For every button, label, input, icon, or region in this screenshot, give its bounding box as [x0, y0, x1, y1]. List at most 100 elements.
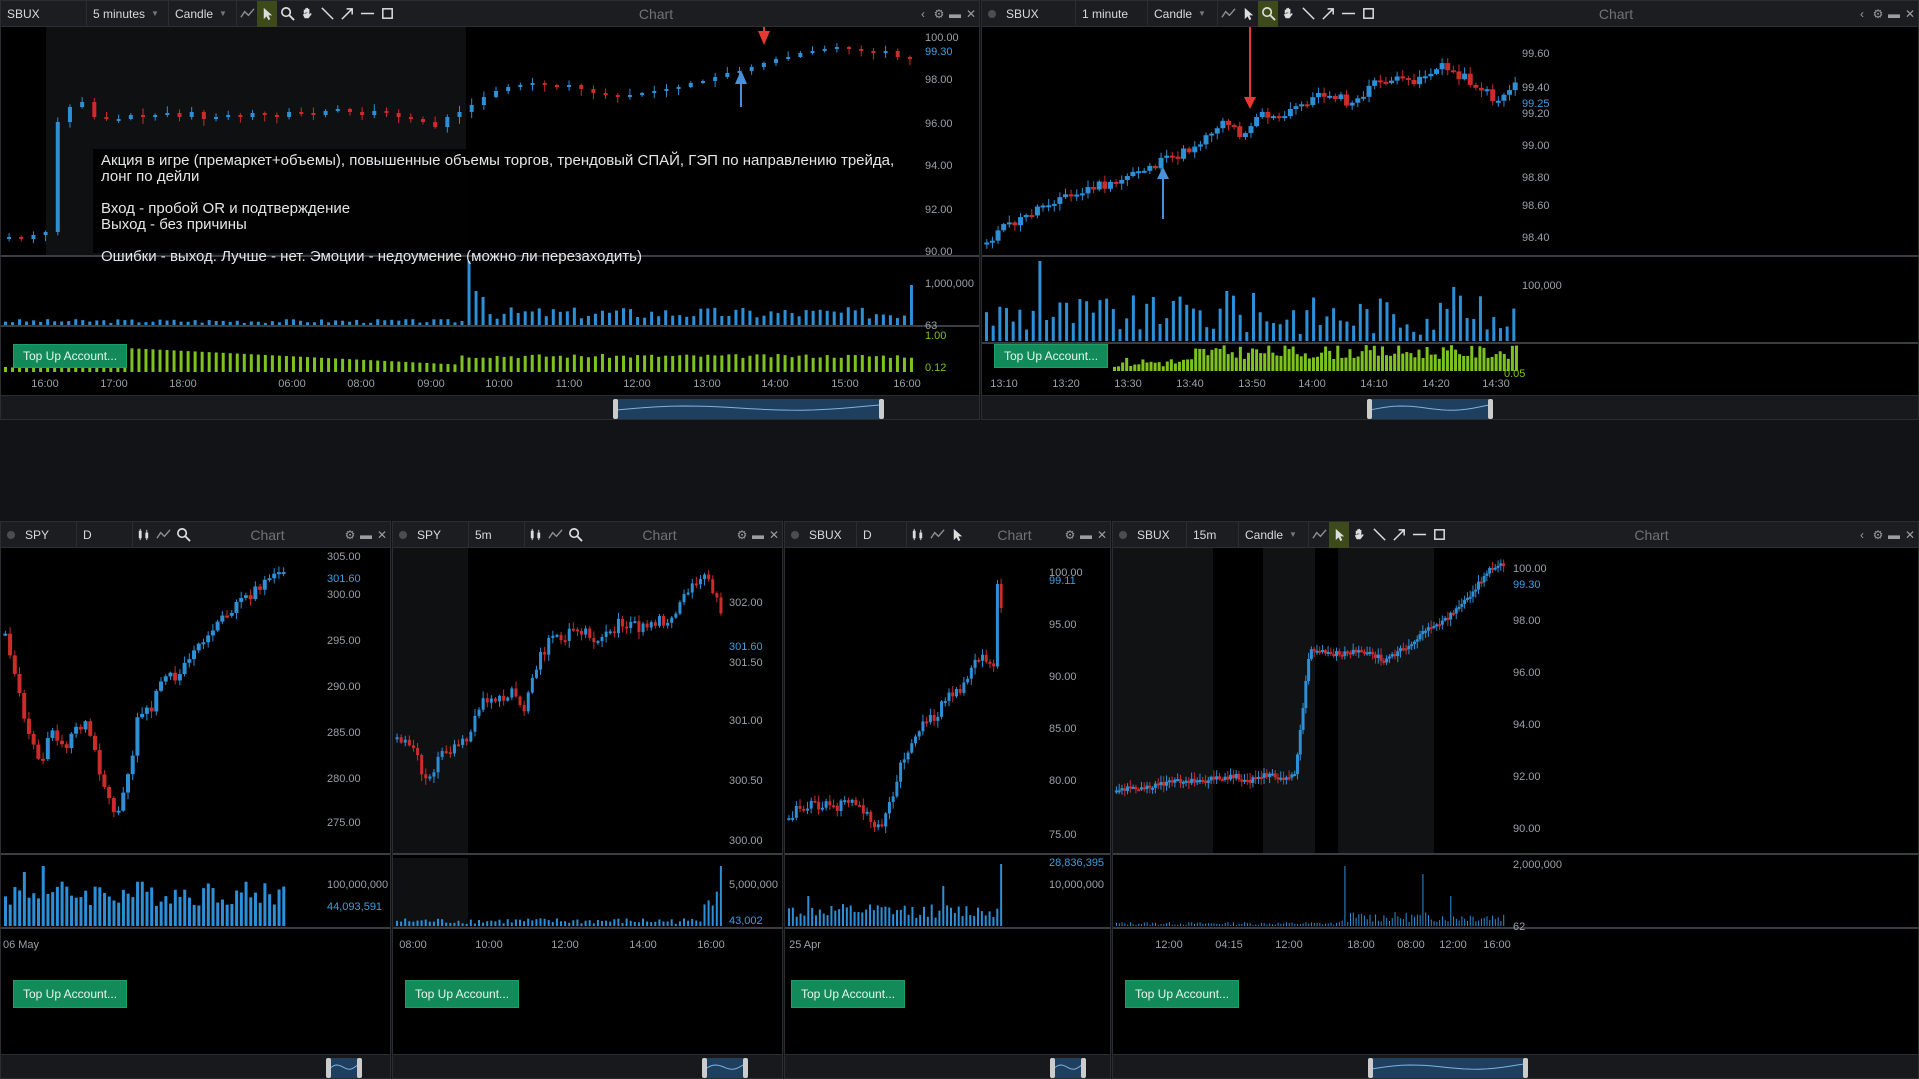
arrow-tool-icon[interactable] — [337, 1, 357, 27]
interval-selector[interactable]: 15m — [1187, 522, 1239, 548]
volume-bar — [467, 261, 471, 325]
rectangle-tool-icon[interactable] — [377, 1, 397, 27]
indicators-icon[interactable] — [237, 1, 257, 27]
time-scrollbar[interactable] — [1, 395, 979, 419]
symbol-selector[interactable]: SBUX — [803, 522, 857, 548]
symbol-selector[interactable]: SBUX — [1131, 522, 1187, 548]
cursor-icon[interactable] — [1238, 1, 1258, 27]
candle-style-icon[interactable] — [907, 522, 927, 548]
interval-selector[interactable]: D — [77, 522, 133, 548]
minimize-icon[interactable]: ▬ — [1888, 527, 1900, 542]
symbol-selector[interactable]: SBUX — [1000, 1, 1076, 27]
zoom-icon[interactable] — [565, 522, 585, 548]
time-scrollbar[interactable] — [982, 395, 1918, 419]
chart-area[interactable]: 99.6099.4099.2099.0098.8098.6098.4099.25… — [982, 27, 1919, 395]
cursor-icon[interactable] — [257, 1, 277, 27]
minimize-icon[interactable]: ▬ — [752, 527, 764, 542]
indicators-icon[interactable] — [927, 522, 947, 548]
cursor-icon[interactable] — [947, 522, 967, 548]
link-dot-icon[interactable] — [988, 9, 996, 18]
chart-style-selector[interactable]: Candle ▼ — [1239, 522, 1309, 548]
zoom-icon[interactable] — [173, 522, 193, 548]
arrow-tool-icon[interactable] — [1389, 522, 1409, 548]
hand-icon[interactable] — [1349, 522, 1369, 548]
chart-area[interactable]: 100.0095.0090.0085.0080.0075.0099.1110,0… — [785, 548, 1111, 1054]
zoom-icon[interactable] — [1258, 1, 1278, 27]
minimize-icon[interactable]: ▬ — [949, 6, 961, 21]
link-dot-icon[interactable] — [791, 530, 799, 539]
chevron-left-icon[interactable]: ‹ — [1860, 6, 1864, 21]
top-up-account-button[interactable]: Top Up Account... — [13, 344, 127, 368]
time-scrollbar[interactable] — [1113, 1054, 1918, 1078]
chart-area[interactable]: 302.00301.50301.00300.50300.00301.605,00… — [393, 548, 783, 1054]
horizontal-line-icon[interactable] — [357, 1, 377, 27]
gear-icon[interactable]: ⚙ — [933, 6, 945, 21]
cursor-icon[interactable] — [1329, 522, 1349, 548]
chart-area[interactable]: 305.00300.00295.00290.00285.00280.00275.… — [1, 548, 391, 1054]
price-candle — [1301, 708, 1305, 731]
volume-bar — [1375, 914, 1377, 926]
symbol-selector[interactable]: SPY — [411, 522, 469, 548]
chart-style-selector[interactable]: Candle ▼ — [169, 1, 237, 27]
indicators-icon[interactable] — [1218, 1, 1238, 27]
chart-style-selector[interactable]: Candle ▼ — [1148, 1, 1218, 27]
symbol-selector[interactable]: SBUX — [1, 1, 87, 27]
aux-bar — [1478, 346, 1482, 371]
time-scrollbar[interactable] — [785, 1054, 1110, 1078]
trendline-icon[interactable] — [317, 1, 337, 27]
gear-icon[interactable]: ⚙ — [344, 527, 356, 542]
trendline-icon[interactable] — [1298, 1, 1318, 27]
minimize-icon[interactable]: ▬ — [1888, 6, 1900, 21]
chevron-left-icon[interactable]: ‹ — [1860, 527, 1864, 542]
minimize-icon[interactable]: ▬ — [1080, 527, 1092, 542]
gear-icon[interactable]: ⚙ — [736, 527, 748, 542]
close-icon[interactable]: ✕ — [965, 6, 977, 21]
symbol-selector[interactable]: SPY — [19, 522, 77, 548]
volume-bar — [957, 906, 960, 926]
indicators-icon[interactable] — [1309, 522, 1329, 548]
top-up-account-button[interactable]: Top Up Account... — [405, 980, 519, 1008]
minimize-icon[interactable]: ▬ — [360, 527, 372, 542]
interval-selector[interactable]: D — [857, 522, 907, 548]
arrow-tool-icon[interactable] — [1318, 1, 1338, 27]
indicators-icon[interactable] — [153, 522, 173, 548]
price-candle — [7, 237, 12, 239]
hand-icon[interactable] — [1278, 1, 1298, 27]
interval-selector[interactable]: 1 minute — [1076, 1, 1148, 27]
time-scrollbar[interactable] — [1, 1054, 390, 1078]
trendline-icon[interactable] — [1369, 522, 1389, 548]
chart-area[interactable]: 100.0098.0096.0094.0092.0090.0099.302,00… — [1113, 548, 1919, 1054]
annotation-note[interactable]: Акция в игре (премаркет+объемы), повышен… — [93, 149, 921, 265]
gear-icon[interactable]: ⚙ — [1872, 6, 1884, 21]
chart-area[interactable]: 100.0098.0096.0094.0092.0090.0099.301,00… — [1, 27, 980, 395]
hand-icon[interactable] — [297, 1, 317, 27]
horizontal-line-icon[interactable] — [1338, 1, 1358, 27]
close-icon[interactable]: ✕ — [1904, 527, 1916, 542]
top-up-account-button[interactable]: Top Up Account... — [791, 980, 905, 1008]
top-up-account-button[interactable]: Top Up Account... — [994, 344, 1108, 368]
interval-selector[interactable]: 5m — [469, 522, 525, 548]
link-dot-icon[interactable] — [399, 530, 407, 539]
gear-icon[interactable]: ⚙ — [1064, 527, 1076, 542]
close-icon[interactable]: ✕ — [1904, 6, 1916, 21]
zoom-icon[interactable] — [277, 1, 297, 27]
candle-style-icon[interactable] — [133, 522, 153, 548]
time-scrollbar[interactable] — [393, 1054, 782, 1078]
gear-icon[interactable]: ⚙ — [1872, 527, 1884, 542]
candle-style-icon[interactable] — [525, 522, 545, 548]
close-icon[interactable]: ✕ — [1096, 527, 1108, 542]
indicators-icon[interactable] — [545, 522, 565, 548]
interval-selector[interactable]: 5 minutes ▼ — [87, 1, 169, 27]
price-candle — [787, 818, 791, 821]
top-up-account-button[interactable]: Top Up Account... — [13, 980, 127, 1008]
price-candle — [1376, 654, 1380, 659]
close-icon[interactable]: ✕ — [376, 527, 388, 542]
link-dot-icon[interactable] — [1119, 530, 1127, 539]
rectangle-tool-icon[interactable] — [1429, 522, 1449, 548]
chevron-left-icon[interactable]: ‹ — [921, 6, 925, 21]
horizontal-line-icon[interactable] — [1409, 522, 1429, 548]
close-icon[interactable]: ✕ — [768, 527, 780, 542]
link-dot-icon[interactable] — [7, 530, 15, 539]
top-up-account-button[interactable]: Top Up Account... — [1125, 980, 1239, 1008]
rectangle-tool-icon[interactable] — [1358, 1, 1378, 27]
